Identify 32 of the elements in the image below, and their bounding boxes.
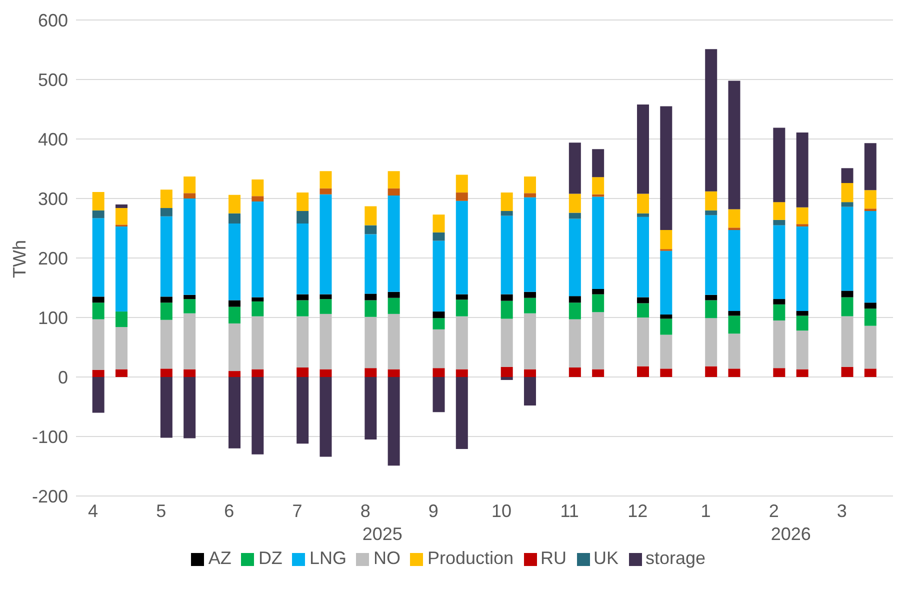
y-axis-title: TWh [9,240,30,278]
y-tick-label: 500 [38,70,68,90]
x-tick-label: 8 [360,500,370,521]
legend-label: UK [594,548,619,568]
legend-label: NO [373,548,400,568]
x-tick-label: 3 [836,500,847,521]
y-tick-label: 0 [58,367,68,388]
legend-label: LNG [309,548,346,568]
x-tick-label: 1 [700,500,711,521]
y-tick-label: -200 [32,486,68,506]
y-tick-label: 200 [38,248,68,268]
x-tick-label: 10 [492,500,512,521]
legend-label: Production [427,548,514,568]
x-tick-label: 7 [292,500,302,521]
x-tick-label: 6 [224,500,234,521]
x-tick-label: 12 [628,500,648,521]
legend-label: AZ [208,548,232,568]
x-tick-label: 5 [156,500,166,521]
y-tick-label: 100 [38,308,68,328]
text: 2026 [770,524,812,545]
y-tick-label: 300 [38,188,68,209]
x-tick-label: 9 [428,500,438,521]
y-tick-label: -100 [32,426,68,447]
legend-label: storage [646,548,706,568]
y-tick-label: 600 [38,10,68,30]
y-tick-label: 400 [38,129,68,150]
x-tick-label: 11 [560,500,579,521]
text: 2025 [361,524,404,545]
x-tick-label: 4 [88,500,98,521]
x-tick-label: 2 [768,500,779,521]
legend-label: RU [540,548,567,568]
legend-label: DZ [258,548,282,568]
